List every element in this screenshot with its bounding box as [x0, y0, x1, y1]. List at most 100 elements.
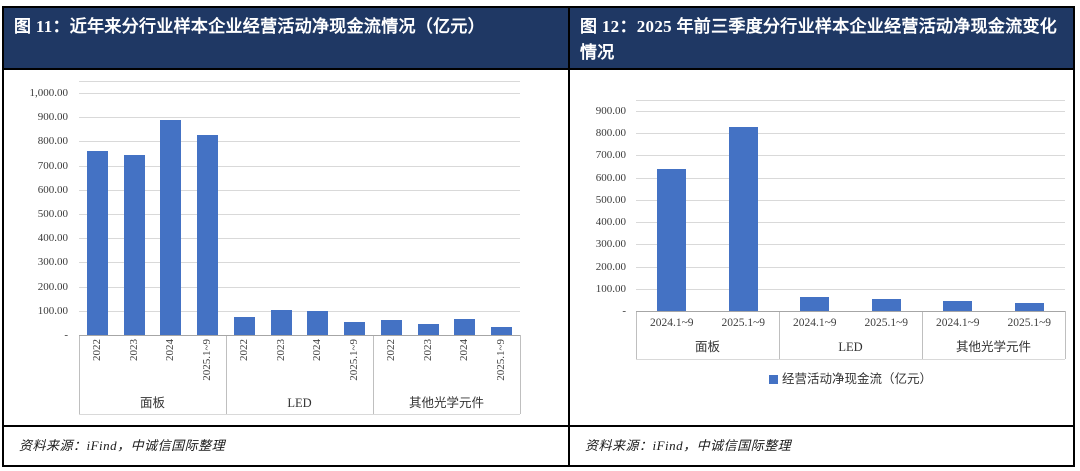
y-axis-tick-label: 200.00 — [37, 280, 68, 293]
y-axis-tick-label: 800.00 — [595, 127, 626, 140]
x-axis-tick-label: 2022 — [90, 339, 103, 361]
x-axis-tick-label: 2025.1~9 — [864, 317, 909, 329]
y-axis-tick-label: - — [622, 305, 626, 317]
category-separator — [1065, 311, 1066, 359]
gridline — [636, 288, 1065, 290]
bar — [657, 168, 687, 311]
group-label: LED — [838, 340, 863, 354]
y-axis-tick-label: 300.00 — [595, 238, 626, 251]
gridline — [79, 117, 520, 119]
legend-label: 经营活动净现金流（亿元） — [781, 372, 932, 386]
figure-panel-12: 图 12：2025 年前三季度分行业样本企业经营活动净现金流变化情况 900.0… — [570, 8, 1073, 465]
bar — [417, 324, 439, 335]
x-axis-tick-label: 2024.1~9 — [649, 317, 694, 329]
bar — [307, 310, 329, 335]
y-axis-tick-label: 200.00 — [595, 260, 626, 273]
category-area-bottom-border — [636, 359, 1065, 360]
category-separator — [779, 311, 780, 359]
y-axis-tick-label: 600.00 — [37, 183, 68, 196]
x-axis-tick-label: 2025.1~9 — [495, 339, 508, 381]
y-axis-tick-label: - — [64, 329, 68, 341]
figure-title: 图 12：2025 年前三季度分行业样本企业经营活动净现金流变化情况 — [570, 8, 1073, 70]
gridline — [79, 141, 520, 143]
y-axis-tick-label: 100.00 — [595, 282, 626, 295]
x-axis-tick-label: 2025.1~9 — [201, 339, 214, 381]
y-axis-tick-label: 500.00 — [595, 193, 626, 206]
x-axis-tick-label: 2024 — [311, 339, 324, 361]
y-axis-tick-label: 700.00 — [595, 149, 626, 162]
group-label: 其他光学元件 — [955, 340, 1031, 354]
gridline — [79, 262, 520, 264]
bar — [728, 126, 758, 311]
bar — [344, 321, 366, 335]
bar — [270, 309, 292, 335]
category-separator — [636, 311, 637, 359]
figure-table: 图 11：近年来分行业样本企业经营活动净现金流情况（亿元） 1,000.00 90… — [2, 6, 1075, 467]
y-axis-tick-label: 800.00 — [37, 135, 68, 148]
gridline — [79, 286, 520, 288]
x-axis-tick-label: 2024 — [458, 339, 471, 361]
bar — [454, 319, 476, 335]
x-axis-tick-label: 2023 — [127, 339, 140, 361]
bar — [197, 135, 219, 335]
gridline — [636, 266, 1065, 268]
bar — [86, 151, 108, 335]
x-axis-tick-label: 2025.1~9 — [348, 339, 361, 381]
x-axis-tick-label: 2023 — [274, 339, 287, 361]
x-axis-tick-label: 2022 — [237, 339, 250, 361]
group-label: LED — [287, 396, 312, 410]
plot-area-top-border — [79, 81, 520, 82]
category-area-bottom-border — [79, 414, 520, 415]
x-axis-tick-label: 2024 — [164, 339, 177, 361]
bar — [123, 154, 145, 335]
category-separator — [226, 335, 227, 414]
gridline — [636, 199, 1065, 201]
y-axis-tick-label: 300.00 — [37, 256, 68, 269]
y-axis-tick-label: 100.00 — [37, 304, 68, 317]
gridline — [79, 238, 520, 240]
y-axis-tick-label: 500.00 — [37, 208, 68, 220]
gridline — [636, 133, 1065, 135]
bar — [1014, 302, 1044, 311]
gridline — [636, 177, 1065, 179]
x-axis-tick-label: 2024.1~9 — [935, 317, 980, 329]
x-axis-baseline — [79, 335, 520, 336]
figure-title: 图 11：近年来分行业样本企业经营活动净现金流情况（亿元） — [4, 8, 568, 70]
bar — [380, 320, 402, 335]
bar — [233, 316, 255, 335]
x-axis-tick-label: 2025.1~9 — [1007, 317, 1052, 329]
y-axis-tick-label: 900.00 — [37, 111, 68, 124]
gridline — [636, 155, 1065, 157]
gridline — [636, 244, 1065, 246]
x-axis-tick-label: 2024.1~9 — [792, 317, 837, 329]
bar — [491, 326, 513, 335]
gridline — [79, 93, 520, 94]
bar — [871, 299, 901, 311]
group-label: 其他光学元件 — [408, 396, 484, 410]
legend-marker — [768, 374, 778, 384]
bar — [800, 297, 830, 311]
group-label: 面板 — [694, 340, 720, 354]
source-note: 资料来源：iFind，中诚信国际整理 — [570, 425, 1073, 465]
plot-area-top-border — [636, 100, 1065, 101]
category-separator — [922, 311, 923, 359]
y-axis-tick-label: 700.00 — [37, 159, 68, 172]
gridline — [79, 189, 520, 191]
y-axis-tick-label: 400.00 — [595, 216, 626, 229]
gridline — [636, 222, 1065, 224]
gridline — [636, 111, 1065, 112]
figure-panel-11: 图 11：近年来分行业样本企业经营活动净现金流情况（亿元） 1,000.00 90… — [4, 8, 570, 465]
category-separator — [520, 335, 521, 414]
gridline — [79, 165, 520, 167]
source-note: 资料来源：iFind，中诚信国际整理 — [4, 425, 568, 465]
x-axis-tick-label: 2022 — [384, 339, 397, 361]
bar — [160, 119, 182, 335]
legend: 经营活动净现金流（亿元） — [636, 372, 1065, 386]
y-axis-tick-label: 600.00 — [595, 171, 626, 184]
gridline — [79, 310, 520, 312]
x-axis-baseline — [636, 311, 1065, 312]
y-axis-tick-label: 400.00 — [37, 232, 68, 245]
x-axis-tick-label: 2023 — [421, 339, 434, 361]
group-label: 面板 — [139, 396, 165, 410]
